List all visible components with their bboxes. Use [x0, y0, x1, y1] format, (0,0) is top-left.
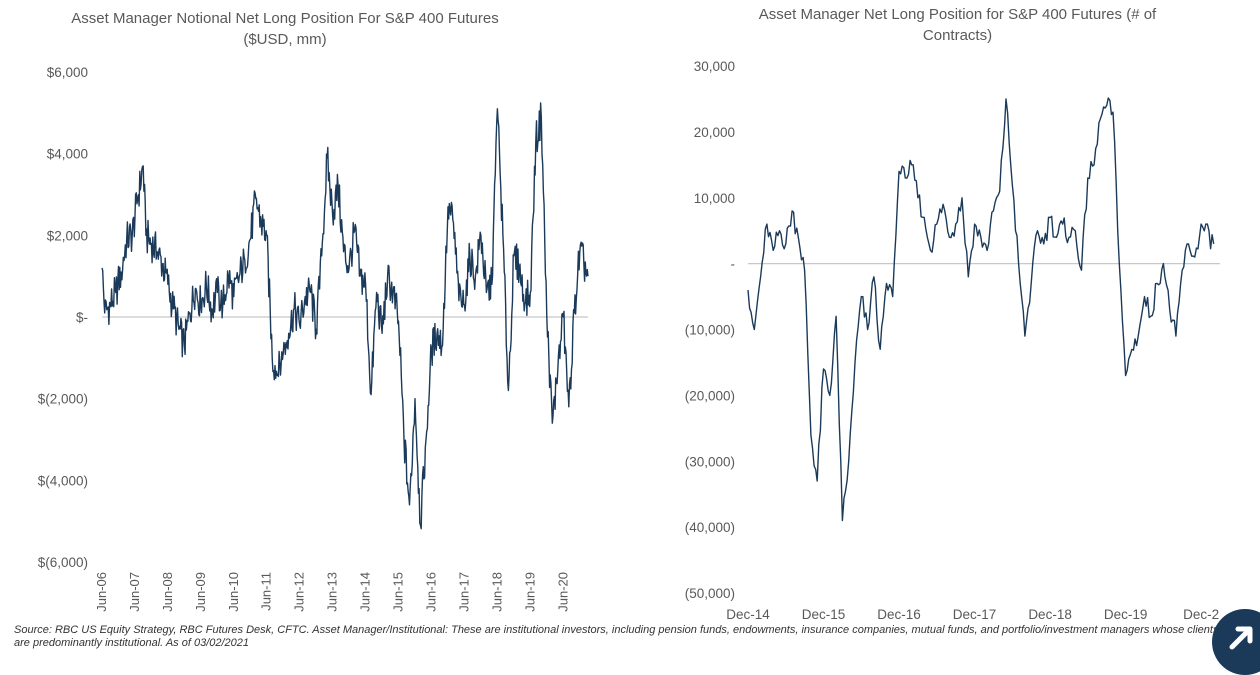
x-tick-label: Jun-07	[127, 572, 142, 612]
x-tick-label: Jun-08	[160, 572, 175, 612]
y-tick-label: $(6,000)	[38, 555, 88, 570]
x-tick-label: Jun-14	[358, 572, 373, 612]
left-line-chart: $6,000 $4,000 $2,000 $- $(2,000) $(4,000) $(6,…	[38, 65, 589, 612]
left-chart-title-line1: Asset Manager Notional Net Long Position…	[71, 10, 499, 27]
x-tick-label: Dec-15	[802, 607, 846, 622]
x-tick-label: Dec-16	[877, 607, 921, 622]
data-series-line	[101, 102, 589, 530]
right-chart-title: Asset Manager Net Long Position for S&P …	[700, 4, 1215, 46]
x-tick-label: Jun-12	[292, 572, 307, 612]
y-tick-label: (50,000)	[685, 586, 735, 601]
y-tick-label: $(4,000)	[38, 473, 88, 488]
y-tick-label: 20,000	[694, 125, 735, 140]
right-chart-panel: Asset Manager Net Long Position for S&P …	[640, 0, 1260, 625]
x-tick-label: Dec-17	[953, 607, 997, 622]
y-tick-label: (10,000)	[685, 323, 735, 338]
x-tick-label: Jun-18	[489, 572, 504, 612]
x-tick-label: Jun-16	[423, 572, 438, 612]
x-tick-label: Dec-14	[726, 607, 770, 622]
arrow-up-right-icon	[1229, 626, 1253, 650]
y-tick-label: $6,000	[47, 65, 88, 80]
x-tick-label: Jun-19	[522, 572, 537, 612]
right-chart-title-line2: Contracts)	[922, 27, 993, 44]
y-tick-label: 30,000	[694, 59, 735, 74]
y-tick-label: (40,000)	[685, 520, 735, 535]
x-tick-label: Dec-2	[1183, 607, 1219, 622]
y-tick-label: $2,000	[47, 228, 88, 243]
x-tick-label: Dec-19	[1104, 607, 1148, 622]
x-tick-label: Jun-20	[555, 572, 570, 612]
y-tick-label: $(2,000)	[38, 392, 88, 407]
data-series-line	[747, 97, 1215, 522]
y-tick-label: (30,000)	[685, 454, 735, 469]
y-tick-label: (20,000)	[685, 388, 735, 403]
y-tick-label: -	[731, 257, 736, 272]
x-tick-label: Jun-15	[391, 572, 406, 612]
x-tick-label: Jun-17	[456, 572, 471, 612]
x-tick-label: Jun-13	[325, 572, 340, 612]
y-tick-label: $4,000	[47, 147, 88, 162]
right-chart-title-line1: Asset Manager Net Long Position for S&P …	[758, 6, 1157, 23]
left-chart-title-line2: ($USD, mm)	[243, 31, 327, 48]
left-chart-title: Asset Manager Notional Net Long Position…	[40, 8, 530, 50]
left-chart-panel: Asset Manager Notional Net Long Position…	[0, 0, 610, 625]
x-tick-label: Jun-06	[94, 572, 109, 612]
x-tick-label: Jun-11	[259, 572, 274, 611]
x-tick-label: Jun-09	[193, 572, 208, 612]
right-line-chart: 30,000 20,000 10,000 - (10,000) (20,000) (30,0…	[685, 59, 1220, 622]
x-tick-label: Jun-10	[226, 572, 241, 612]
x-tick-label: Dec-18	[1028, 607, 1072, 622]
y-tick-label: $-	[76, 310, 88, 325]
y-tick-label: 10,000	[694, 191, 735, 206]
source-note: Source: RBC US Equity Strategy, RBC Futu…	[14, 624, 1219, 649]
